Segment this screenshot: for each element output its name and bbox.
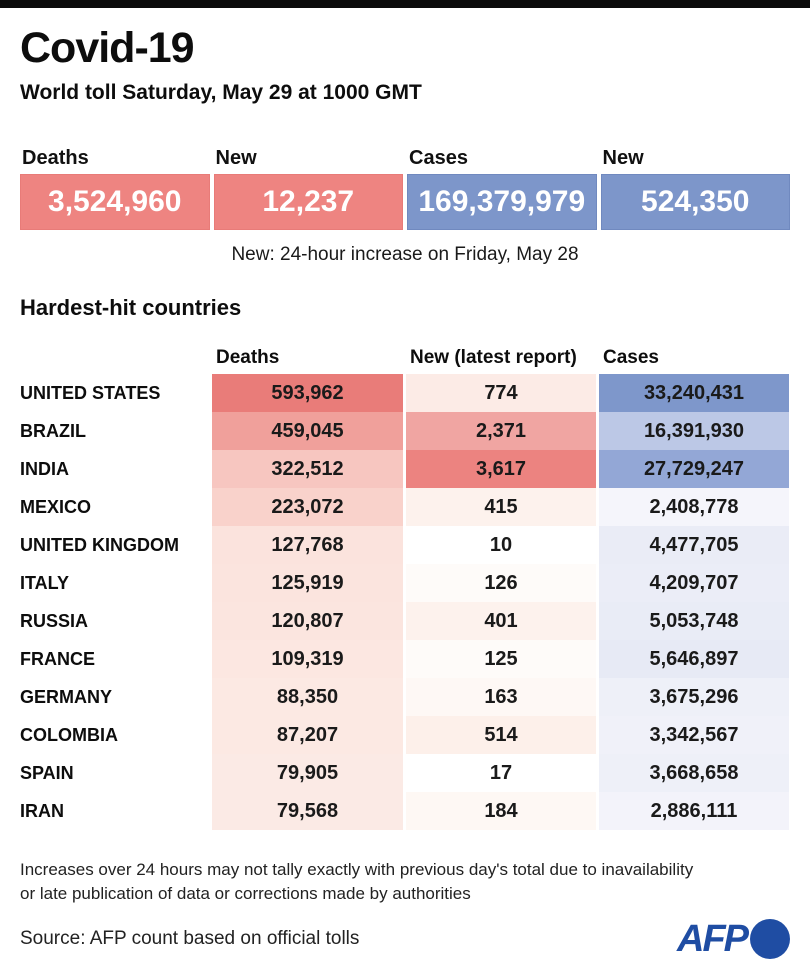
table-header-deaths: Deaths [216,347,280,369]
country-label: IRAN [20,800,64,821]
cases-cell: 4,477,705 [596,526,789,565]
table-header-cases: Cases [603,347,659,369]
new-cell: 774 [403,374,596,413]
deaths-cell: 125,919 [212,564,403,603]
new-cell: 163 [403,678,596,717]
footnote-line-1: Increases over 24 hours may not tally ex… [20,860,694,880]
summary-value-new-deaths: 12,237 [213,174,403,231]
table-row: FRANCE 109,319 125 5,646,897 [20,640,790,679]
deaths-cell: 109,319 [212,640,403,679]
summary-label-cases: Cases [409,147,468,170]
cases-cell: 5,646,897 [596,640,789,679]
cases-cell: 3,668,658 [596,754,789,793]
table-row: INDIA 322,512 3,617 27,729,247 [20,450,790,489]
deaths-cell: 88,350 [212,678,403,717]
cases-cell: 2,408,778 [596,488,789,527]
source-row: Source: AFP count based on official toll… [20,916,790,962]
cases-cell: 33,240,431 [596,374,789,413]
country-label: SPAIN [20,762,74,783]
table-row: COLOMBIA 87,207 514 3,342,567 [20,716,790,755]
footnote-line-2: or late publication of data or correctio… [20,884,471,904]
deaths-cell: 79,568 [212,792,403,831]
table-row: MEXICO 223,072 415 2,408,778 [20,488,790,527]
section-title: Hardest-hit countries [20,295,242,321]
country-label: COLOMBIA [20,724,118,745]
source-credit: Source: AFP count based on official toll… [20,928,360,950]
new-cell: 184 [403,792,596,831]
cases-cell: 3,342,567 [596,716,789,755]
country-table: UNITED STATES 593,962 774 33,240,431 BRAZIL 4… [20,374,790,831]
new-cell: 10 [403,526,596,565]
summary-labels: Deaths New Cases New [20,147,790,169]
table-row: SPAIN 79,905 17 3,668,658 [20,754,790,793]
page-title: Covid-19 [20,24,195,72]
new-cell: 17 [403,754,596,793]
summary-value-deaths: 3,524,960 [20,174,210,231]
deaths-cell: 322,512 [212,450,403,489]
new-cell: 415 [403,488,596,527]
top-accent-bar [0,0,810,8]
new-cell: 126 [403,564,596,603]
table-row: IRAN 79,568 184 2,886,111 [20,792,790,831]
new-cell: 401 [403,602,596,641]
country-label: MEXICO [20,496,92,517]
new-cell: 3,617 [403,450,596,489]
table-row: RUSSIA 120,807 401 5,053,748 [20,602,790,641]
cases-cell: 27,729,247 [596,450,789,489]
deaths-cell: 223,072 [212,488,403,527]
new-cell: 125 [403,640,596,679]
table-row: BRAZIL 459,045 2,371 16,391,930 [20,412,790,451]
new-cell: 2,371 [403,412,596,451]
country-label: ITALY [20,572,70,593]
afp-logo-text: AFP [677,918,749,961]
page-subtitle: World toll Saturday, May 29 at 1000 GMT [20,81,422,105]
country-label: FRANCE [20,648,95,669]
cases-cell: 4,209,707 [596,564,789,603]
table-row: ITALY 125,919 126 4,209,707 [20,564,790,603]
deaths-cell: 459,045 [212,412,403,451]
country-label: RUSSIA [20,610,89,631]
cases-cell: 2,886,111 [596,792,789,831]
summary-label-new-deaths: New [215,147,257,170]
summary-label-deaths: Deaths [22,147,89,170]
summary-note: New: 24-hour increase on Friday, May 28 [231,244,579,266]
afp-logo: AFP [677,918,790,961]
deaths-cell: 593,962 [212,374,403,413]
new-cell: 514 [403,716,596,755]
country-label: UNITED KINGDOM [20,534,179,555]
summary-value-new-cases: 524,350 [600,174,790,231]
infographic-body: Covid-19 World toll Saturday, May 29 at … [0,24,810,962]
country-label: BRAZIL [20,420,86,441]
afp-globe-icon [750,919,790,960]
summary-boxes: 3,524,960 12,237 169,379,979 524,350 [20,174,790,231]
cases-cell: 3,675,296 [596,678,789,717]
table-header-country [20,346,212,369]
country-label: UNITED STATES [20,382,161,403]
table-row: GERMANY 88,350 163 3,675,296 [20,678,790,717]
country-label: GERMANY [20,686,113,707]
table-header-new: New (latest report) [410,347,577,369]
deaths-cell: 87,207 [212,716,403,755]
deaths-cell: 79,905 [212,754,403,793]
summary-label-new-cases: New [602,147,644,170]
country-label: INDIA [20,458,69,479]
deaths-cell: 127,768 [212,526,403,565]
cases-cell: 5,053,748 [596,602,789,641]
table-header: Deaths New (latest report) Cases [20,346,790,369]
cases-cell: 16,391,930 [596,412,789,451]
table-row: UNITED KINGDOM 127,768 10 4,477,705 [20,526,790,565]
summary-value-cases: 169,379,979 [407,174,597,231]
footnote: Increases over 24 hours may not tally ex… [20,858,790,906]
table-row: UNITED STATES 593,962 774 33,240,431 [20,374,790,413]
deaths-cell: 120,807 [212,602,403,641]
